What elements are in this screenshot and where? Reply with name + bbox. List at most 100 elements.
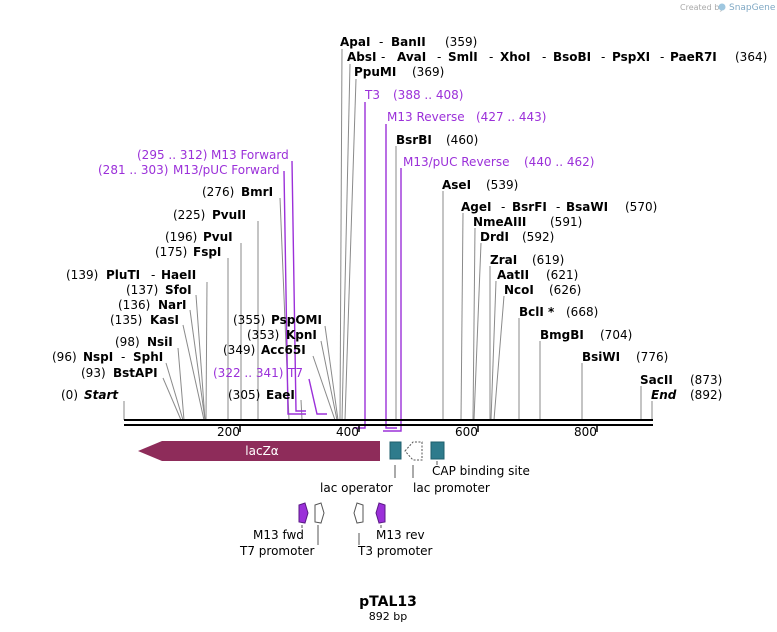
- ppumi-position: (369): [412, 65, 444, 79]
- snapgene-logo-icon: [718, 3, 726, 11]
- sphi-label[interactable]: SphI: [133, 350, 163, 364]
- absi-line: [341, 63, 351, 421]
- pvuii-label[interactable]: PvuII: [212, 208, 246, 222]
- nmeaiii-label[interactable]: NmeAIII: [473, 215, 526, 229]
- m13rev-line: [385, 124, 397, 429]
- end-position: (892): [690, 388, 722, 402]
- cap-site-label: CAP binding site: [432, 464, 530, 478]
- backbone: [124, 419, 653, 432]
- pspxi-label[interactable]: PspXI: [612, 50, 650, 64]
- start-position: (0): [61, 388, 78, 402]
- m13rev-label[interactable]: M13 Reverse: [387, 110, 465, 124]
- t7-position: (322 .. 341): [213, 366, 283, 380]
- tick-label-600: 600: [455, 425, 478, 439]
- nsii-label[interactable]: NsiI: [147, 335, 173, 349]
- pspomi-label[interactable]: PspOMI: [271, 313, 322, 327]
- primer-lines: [283, 102, 402, 432]
- lacz-feature[interactable]: lacZα: [138, 441, 380, 461]
- apai-label[interactable]: ApaI: [340, 35, 370, 49]
- svg-text:-: -: [489, 50, 493, 64]
- m13pucf-label[interactable]: M13/pUC Forward: [173, 163, 280, 177]
- ncoi-position: (626): [549, 283, 581, 297]
- banii-label[interactable]: BanII: [391, 35, 426, 49]
- ppumi-line: [344, 78, 357, 421]
- t3-position: (388 .. 408): [393, 88, 463, 102]
- lacz-arrow: [138, 441, 380, 461]
- credit-prefix: Created by: [680, 3, 724, 12]
- svg-text:-: -: [556, 200, 560, 214]
- bsawi-label[interactable]: BsaWI: [566, 200, 608, 214]
- bsrbi-label[interactable]: BsrBI: [396, 133, 432, 147]
- bmgbi-position: (704): [600, 328, 632, 342]
- nmeaiii-line: [472, 227, 476, 421]
- t3-promoter-arrow-icon[interactable]: [353, 502, 364, 524]
- xhoi-label[interactable]: XhoI: [500, 50, 531, 64]
- pspomi-line: [324, 325, 339, 421]
- svg-text:-: -: [542, 50, 546, 64]
- zrai-label[interactable]: ZraI: [490, 253, 517, 267]
- m13-fwd-arrow-icon[interactable]: [298, 502, 309, 524]
- end-label[interactable]: End: [651, 388, 677, 402]
- bsrfi-label[interactable]: BsrFI: [512, 200, 547, 214]
- fspi-label[interactable]: FspI: [193, 245, 221, 259]
- bmri-label[interactable]: BmrI: [241, 185, 273, 199]
- aatii-label[interactable]: AatII: [497, 268, 529, 282]
- drdi-position: (592): [522, 230, 554, 244]
- kasi-label[interactable]: KasI: [150, 313, 179, 327]
- m13rev-position: (427 .. 443): [476, 110, 546, 124]
- nari-label[interactable]: NarI: [158, 298, 187, 312]
- haeii-label[interactable]: HaeII: [161, 268, 196, 282]
- bstapi-line: [162, 377, 182, 421]
- paer7i-label[interactable]: PaeR7I: [670, 50, 717, 64]
- bcli-label[interactable]: BclI *: [519, 305, 555, 319]
- t3-label[interactable]: T3: [364, 88, 380, 102]
- bmgbi-label[interactable]: BmgBI: [540, 328, 584, 342]
- asei-label[interactable]: AseI: [442, 178, 471, 192]
- m13pucrev-label[interactable]: M13/pUC Reverse: [403, 155, 510, 169]
- t7-label[interactable]: T7: [287, 366, 303, 380]
- m13f-label[interactable]: M13 Forward: [211, 148, 289, 162]
- svg-text:-: -: [121, 350, 125, 364]
- drdi-label[interactable]: DrdI: [480, 230, 509, 244]
- acc65i-label[interactable]: Acc65I: [261, 343, 306, 357]
- m13f-line: [291, 160, 306, 412]
- lacz-label: lacZα: [245, 444, 279, 458]
- smli-label[interactable]: SmlI: [448, 50, 478, 64]
- m13pucf-position: (281 .. 303): [98, 163, 168, 177]
- svg-text:-: -: [660, 50, 664, 64]
- pspomi-position: (355): [233, 313, 265, 327]
- pluti-label[interactable]: PluTI: [106, 268, 140, 282]
- bstapi-position: (93): [81, 366, 106, 380]
- ncoi-label[interactable]: NcoI: [504, 283, 534, 297]
- plasmid-length: 892 bp: [369, 610, 407, 623]
- t3-line: [354, 102, 366, 429]
- m13-rev-arrow-icon[interactable]: [375, 502, 386, 524]
- fspi-position: (175): [155, 245, 187, 259]
- sfoi-label[interactable]: SfoI: [165, 283, 192, 297]
- bsobi-label[interactable]: BsoBI: [553, 50, 591, 64]
- bstapi-label[interactable]: BstAPI: [113, 366, 158, 380]
- eaei-position: (305): [228, 388, 260, 402]
- sacii-label[interactable]: SacII: [640, 373, 673, 387]
- absi-label[interactable]: AbsI: [347, 50, 376, 64]
- eaei-label[interactable]: EaeI: [266, 388, 295, 402]
- svg-text:-: -: [437, 50, 441, 64]
- ppumi-label[interactable]: PpuMI: [354, 65, 396, 79]
- cap-site-box[interactable]: [430, 441, 445, 460]
- avai-label[interactable]: AvaI: [397, 50, 426, 64]
- nspi-label[interactable]: NspI: [83, 350, 113, 364]
- lac-promoter-arrow-icon[interactable]: [404, 441, 423, 461]
- start-label[interactable]: Start: [84, 388, 119, 402]
- pluti-line: [205, 281, 208, 421]
- aatii-line: [490, 280, 497, 421]
- t7-promoter-arrow-icon[interactable]: [314, 502, 325, 524]
- pvui-label[interactable]: PvuI: [203, 230, 233, 244]
- lac-operator-box[interactable]: [389, 441, 402, 460]
- agei-label[interactable]: AgeI: [461, 200, 491, 214]
- sfoi-line: [195, 294, 206, 421]
- kpni-label[interactable]: KpnI: [286, 328, 317, 342]
- bsiwi-label[interactable]: BsiWI: [582, 350, 620, 364]
- nari-position: (136): [118, 298, 150, 312]
- sfoi-position: (137): [126, 283, 158, 297]
- asei-position: (539): [486, 178, 518, 192]
